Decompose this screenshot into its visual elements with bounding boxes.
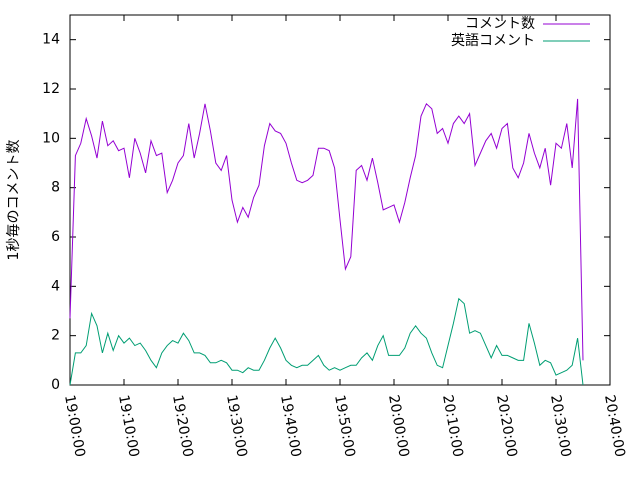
x-tick-label: 20:00:00 (385, 394, 412, 459)
series-line (69, 98, 584, 361)
y-tick-label: 14 (42, 32, 60, 48)
plot-frame (69, 14, 611, 386)
y-tick-label: 2 (51, 328, 60, 344)
y-tick-label: 6 (51, 229, 60, 245)
y-tick-label: 4 (51, 278, 60, 294)
y-tick-label: 0 (51, 377, 60, 393)
x-tick-label: 19:50:00 (331, 394, 358, 459)
x-tick-label: 20:10:00 (439, 394, 466, 459)
y-tick-label: 8 (51, 180, 60, 196)
y-tick-label: 10 (42, 130, 60, 146)
x-tick-label: 20:20:00 (493, 394, 520, 459)
x-tick-label: 19:00:00 (61, 394, 88, 459)
y-tick-label: 12 (42, 81, 60, 97)
legend-label: 英語コメント (451, 32, 535, 49)
series-line (69, 297, 584, 386)
x-tick-label: 19:30:00 (223, 394, 250, 459)
y-axis-label: 1秒毎のコメント数 (6, 140, 22, 261)
legend-label: コメント数 (465, 16, 535, 32)
x-tick-label: 19:20:00 (169, 394, 196, 459)
x-tick-label: 19:10:00 (115, 394, 142, 459)
x-tick-label: 20:40:00 (601, 394, 628, 459)
x-tick-label: 19:40:00 (277, 394, 304, 459)
x-tick-label: 20:30:00 (547, 394, 574, 459)
